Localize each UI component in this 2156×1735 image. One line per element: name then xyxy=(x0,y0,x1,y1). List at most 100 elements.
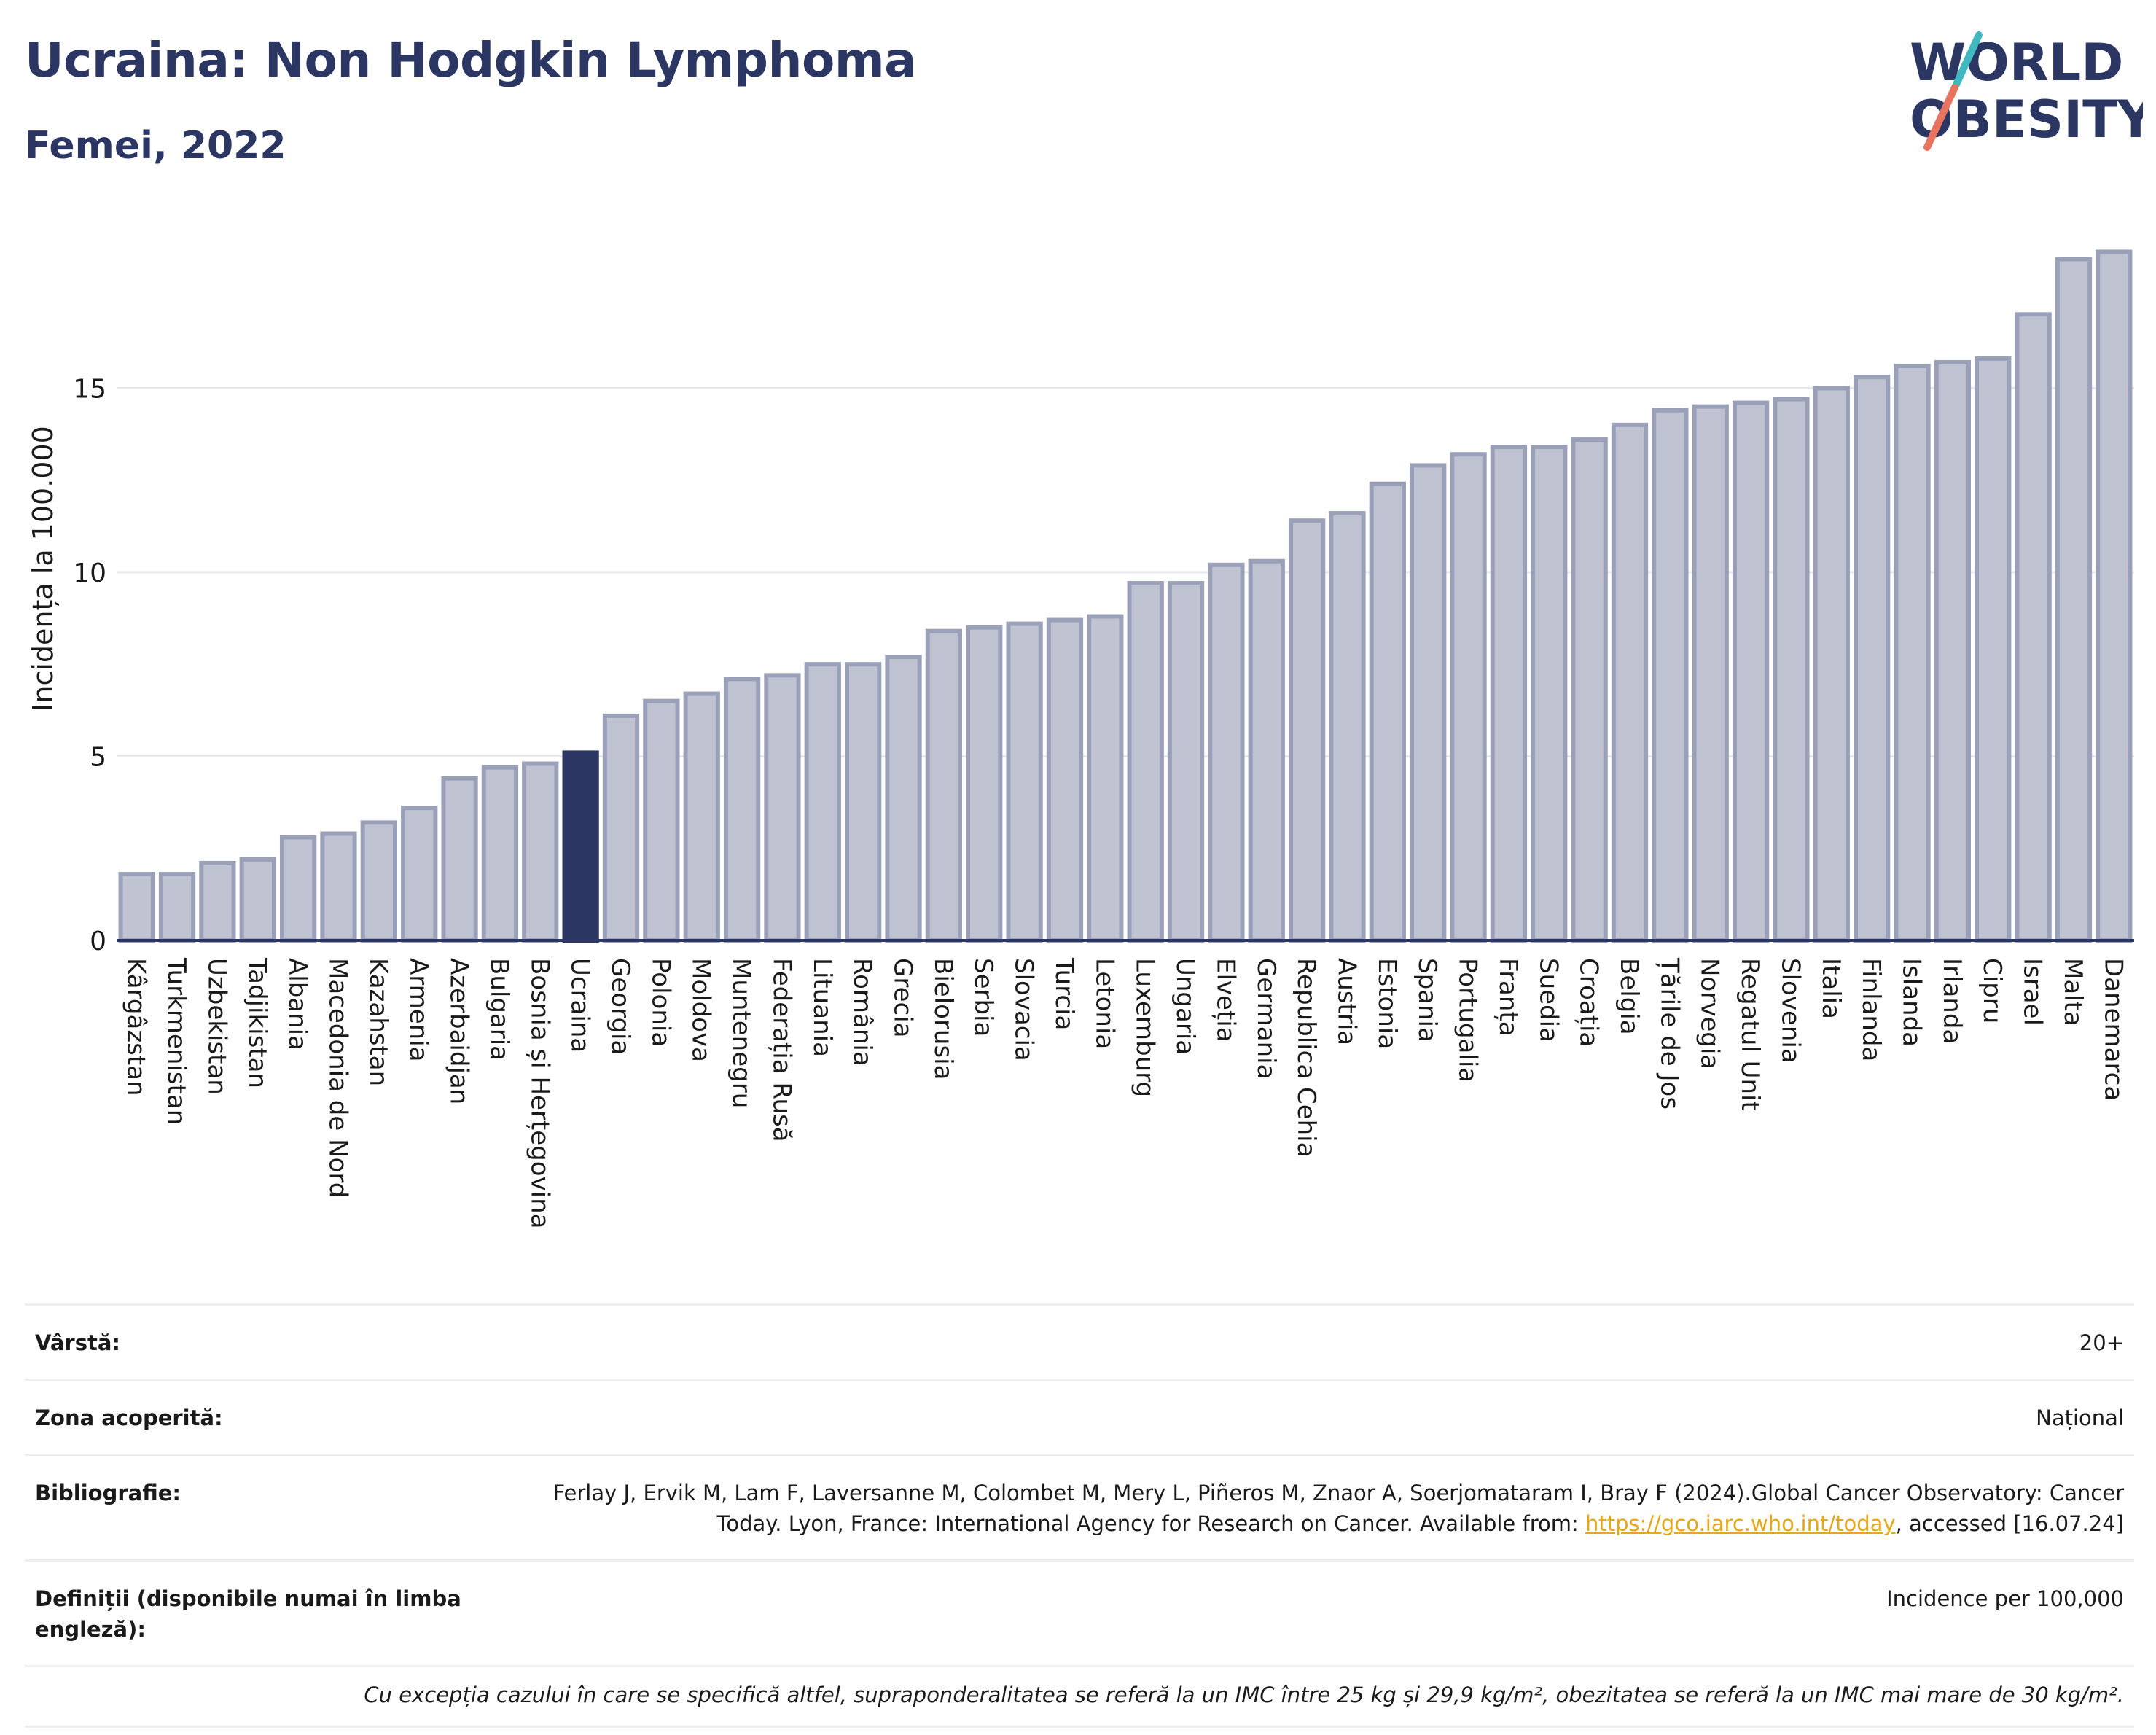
bar-3 xyxy=(239,857,276,943)
bar-39 xyxy=(1692,404,1729,943)
category-label: Uzbekistan xyxy=(202,958,231,1095)
category-label: Țările de Jos xyxy=(1655,957,1684,1110)
bar-33 xyxy=(1450,452,1487,943)
category-label: Slovacia xyxy=(1009,958,1039,1061)
bar-12 xyxy=(602,713,640,943)
bar-47 xyxy=(2015,312,2052,943)
category-label: Letonia xyxy=(1090,958,1119,1049)
category-label: Georgia xyxy=(606,958,635,1055)
bar-36 xyxy=(1571,437,1608,943)
footnote: Cu excepția cazului în care se specifică… xyxy=(25,1665,2134,1728)
category-labels: Kârgâzstan Turkmenistan Uzbekistan Tadjikis… xyxy=(122,957,2128,1229)
bar-5 xyxy=(320,831,357,943)
category-label: Polonia xyxy=(646,958,675,1047)
bibliography-link[interactable]: https://gco.iarc.who.int/today xyxy=(1585,1511,1896,1536)
bar-37 xyxy=(1611,422,1649,943)
meta-row-bibliography: Bibliografie: Ferlay J, Ervik M, Lam F, … xyxy=(25,1454,2134,1559)
definitions-value: Incidence per 100,000 xyxy=(1886,1586,2124,1611)
category-label: Italia xyxy=(1816,958,1846,1019)
area-label: Zona acoperită: xyxy=(35,1405,223,1430)
category-label: Norvegia xyxy=(1695,958,1725,1069)
category-label: România xyxy=(848,958,877,1067)
bar-30 xyxy=(1329,511,1366,943)
bar-17 xyxy=(804,662,841,943)
meta-row-definitions: Definiții (disponibile numai în limba en… xyxy=(25,1559,2134,1665)
page-title: Ucraina: Non Hodgkin Lymphoma xyxy=(25,32,917,88)
category-label: Armenia xyxy=(404,958,433,1062)
bar-41 xyxy=(1773,397,1810,943)
y-tick-label: 0 xyxy=(90,927,106,956)
category-label: Bulgaria xyxy=(485,958,514,1061)
bars xyxy=(118,249,2133,943)
category-label: Spania xyxy=(1413,958,1442,1042)
meta-row-area: Zona acoperită: Național xyxy=(25,1379,2134,1454)
bar-24 xyxy=(1087,614,1124,943)
category-label: Grecia xyxy=(888,958,918,1037)
y-tick-label: 10 xyxy=(73,558,106,588)
logo-slash-teal xyxy=(1951,31,1983,91)
bar-chart: 0 5 10 15 Kârgâzstan Turkmenistan Uzbekistan T… xyxy=(27,249,2134,1229)
bibliography-label: Bibliografie: xyxy=(35,1481,181,1505)
category-label: Danemarca xyxy=(2098,958,2128,1101)
bar-46 xyxy=(1975,356,2012,943)
axes: 0 5 10 15 xyxy=(73,374,2134,956)
world-obesity-logo: WORLD OBESITY xyxy=(1910,31,2143,151)
category-label: Republica Cehia xyxy=(1292,958,1321,1157)
bar-25 xyxy=(1127,581,1164,943)
bar-20 xyxy=(925,628,963,943)
category-label: Ungaria xyxy=(1171,958,1200,1055)
category-label: Tadjikistan xyxy=(243,957,272,1088)
bar-11 xyxy=(562,750,599,943)
bar-6 xyxy=(360,820,397,943)
bar-42 xyxy=(1813,386,1850,943)
bar-0 xyxy=(118,872,155,943)
bar-2 xyxy=(199,860,236,943)
bar-29 xyxy=(1288,518,1326,943)
bar-34 xyxy=(1490,445,1528,943)
bar-43 xyxy=(1854,375,1891,943)
bar-19 xyxy=(885,655,922,943)
bar-28 xyxy=(1248,558,1285,943)
category-label: Franța xyxy=(1493,958,1523,1037)
category-label: Kârgâzstan xyxy=(122,958,151,1096)
category-label: Regatul Unit xyxy=(1735,958,1765,1111)
category-label: Cipru xyxy=(1977,958,2007,1024)
bar-18 xyxy=(845,662,882,943)
category-label: Israel xyxy=(2018,958,2047,1026)
category-label: Croația xyxy=(1574,958,1604,1047)
bar-44 xyxy=(1894,364,1931,943)
y-tick-label: 15 xyxy=(73,374,106,404)
category-label: Federația Rusă xyxy=(767,958,796,1142)
category-label: Lituania xyxy=(808,958,837,1057)
y-tick-label: 5 xyxy=(90,742,106,772)
bar-31 xyxy=(1369,481,1406,943)
category-label: Elveția xyxy=(1211,958,1240,1042)
metadata-table: Vârstă: 20+ Zona acoperită: Național Bib… xyxy=(25,1303,2134,1728)
category-label: Malta xyxy=(2058,958,2087,1026)
category-label: Albania xyxy=(283,958,312,1050)
logo-slash-coral xyxy=(1923,84,1958,151)
bar-32 xyxy=(1410,463,1447,943)
bar-7 xyxy=(401,806,438,943)
bar-23 xyxy=(1046,617,1084,943)
category-label: Ucraina xyxy=(566,958,595,1053)
definitions-label: Definiții (disponibile numai în limba en… xyxy=(35,1586,461,1642)
category-label: Serbia xyxy=(969,958,998,1037)
category-label: Slovenia xyxy=(1776,958,1805,1064)
page-subtitle: Femei, 2022 xyxy=(25,124,286,168)
bar-48 xyxy=(2055,257,2093,943)
category-label: Moldova xyxy=(687,958,716,1062)
area-value: Național xyxy=(2036,1405,2124,1430)
bar-40 xyxy=(1732,400,1770,943)
bar-15 xyxy=(723,677,761,943)
category-label: Kazahstan xyxy=(364,958,393,1086)
category-label: Luxemburg xyxy=(1130,958,1160,1097)
category-label: Portugalia xyxy=(1453,958,1483,1083)
category-label: Bosnia și Herțegovina xyxy=(525,958,554,1229)
category-label: Belgia xyxy=(1614,958,1644,1035)
category-label: Austria xyxy=(1332,958,1361,1045)
category-label: Azerbaidjan xyxy=(445,958,474,1104)
bar-8 xyxy=(441,776,478,943)
bibliography-suffix: , accessed [16.07.24] xyxy=(1895,1511,2124,1536)
category-label: Finlanda xyxy=(1856,958,1886,1061)
